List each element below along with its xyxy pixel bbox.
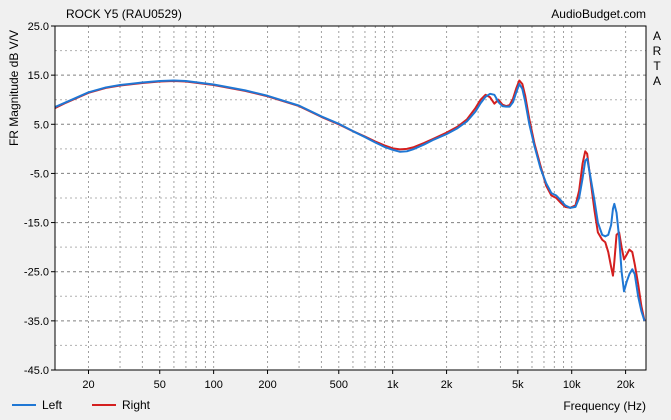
side-label-letter: R [653,44,662,58]
y-tick-label: -15.0 [24,218,49,230]
x-tick-label: 10k [563,379,581,391]
side-label-letter: A [653,74,661,88]
y-tick-label: 5.0 [34,119,49,131]
y-tick-label: -45.0 [24,365,49,377]
major-grid [55,74,646,322]
x-tick-label: 1k [387,379,399,391]
x-axis-ticks: 20 50 100 200 500 1k 2k 5k 10k 20k [82,370,635,391]
y-tick-label: -35.0 [24,316,49,328]
watermark: AudioBudget.com [551,7,646,21]
plot-border [54,25,647,371]
series-layer [54,79,646,322]
x-axis-label: Frequency (Hz) [563,399,646,413]
legend-label-left: Left [42,398,63,412]
y-axis-ticks: 25.0 15.0 5.0 -5.0 -15.0 -25.0 -35.0 -45.0 [24,21,55,377]
y-tick-label: -5.0 [30,168,49,180]
x-tick-label: 100 [204,379,222,391]
legend: Left Right [12,398,151,412]
chart-title: ROCK Y5 (RAU0529) [66,7,182,21]
y-axis-label: FR Magnitude dB V/V [7,30,21,146]
y-tick-label: -25.0 [24,267,49,279]
x-tick-label: 2k [441,379,453,391]
side-label-letter: T [653,59,661,73]
y-tick-label: 25.0 [28,21,49,33]
side-label-letter: A [653,29,661,43]
x-tick-label: 50 [154,379,166,391]
minor-grid [55,26,646,370]
x-tick-label: 200 [258,379,276,391]
x-tick-label: 20k [617,379,635,391]
legend-label-right: Right [122,398,151,412]
x-tick-label: 20 [82,379,94,391]
x-tick-label: 5k [512,379,524,391]
y-tick-label: 15.0 [28,70,49,82]
x-tick-label: 500 [330,379,348,391]
series-line-left [54,79,646,322]
